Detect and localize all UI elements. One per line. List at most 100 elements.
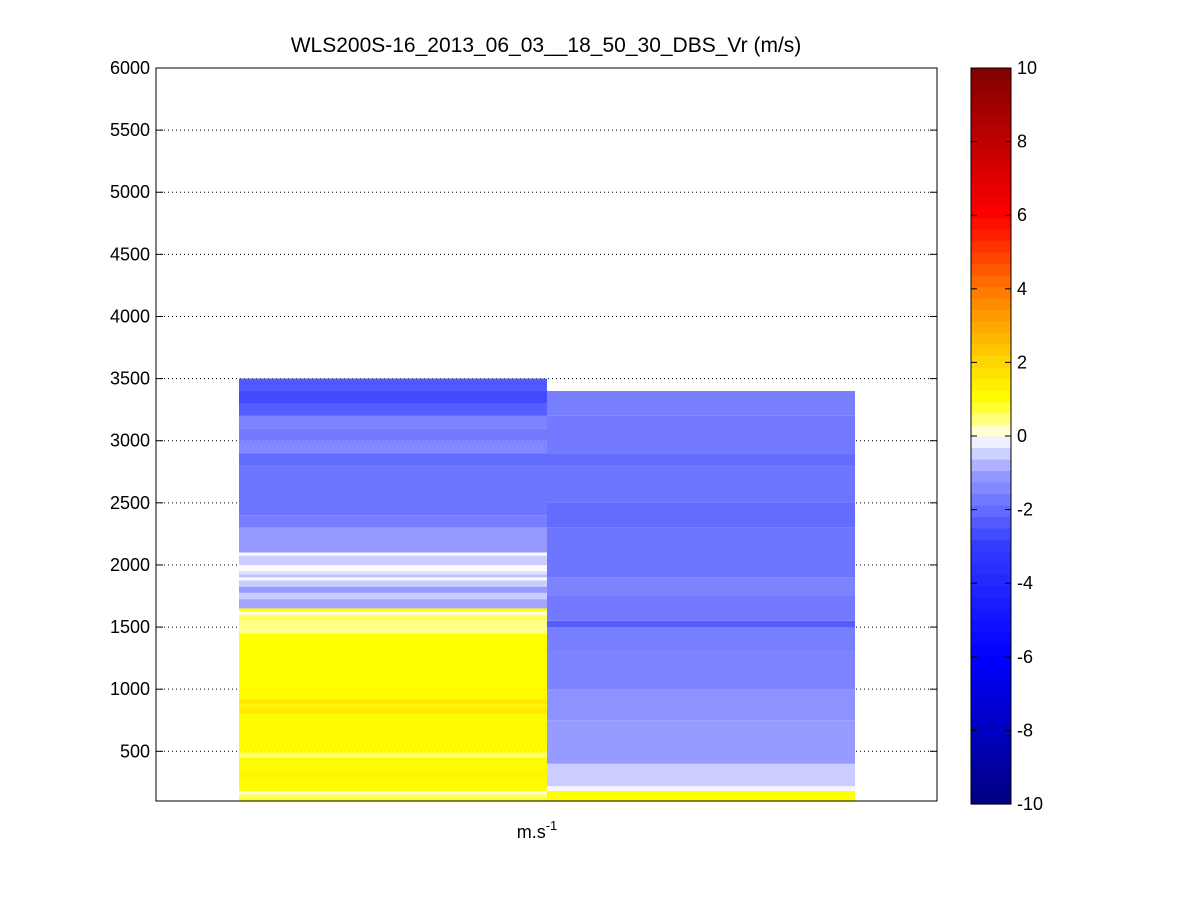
- heatmap-cell: [239, 515, 547, 528]
- colorbar-swatch: [971, 344, 1011, 357]
- heatmap-cell: [547, 689, 855, 721]
- heatmap-cell: [239, 704, 547, 708]
- heatmap-cell: [547, 627, 855, 652]
- heatmap-cell: [239, 793, 547, 798]
- heatmap-cell: [239, 611, 547, 615]
- colorbar: -10 -8 -6 -4 -2 0 2 4 6 8 10: [970, 58, 1043, 814]
- heatmap-cell: [239, 465, 547, 516]
- colorbar-swatch: [971, 171, 1011, 184]
- heatmap-cell: [547, 465, 855, 503]
- colorbar-swatch: [971, 240, 1011, 253]
- colorbar-tick-label: -6: [1017, 647, 1033, 667]
- colorbar-swatch: [971, 769, 1011, 782]
- colorbar-swatch: [971, 332, 1011, 345]
- colorbar-swatch: [971, 505, 1011, 518]
- colorbar-swatch: [971, 183, 1011, 196]
- heatmap-cell: [547, 453, 855, 466]
- y-tick-label: 1500: [110, 617, 150, 637]
- colorbar-swatch: [971, 263, 1011, 276]
- heatmap-cell: [239, 453, 547, 466]
- heatmap-cell: [547, 415, 855, 454]
- colorbar-swatch: [971, 631, 1011, 644]
- colorbar-swatch: [971, 160, 1011, 173]
- colorbar-swatch: [971, 735, 1011, 748]
- colorbar-swatch: [971, 355, 1011, 368]
- colorbar-swatch: [971, 79, 1011, 92]
- colorbar-swatch: [971, 114, 1011, 127]
- heatmap-cell: [239, 633, 547, 690]
- x-axis-label-superscript: -1: [546, 818, 558, 833]
- colorbar-swatch: [971, 309, 1011, 322]
- y-tick-label: 2000: [110, 555, 150, 575]
- heatmap-cell: [239, 791, 547, 794]
- heatmap-cell: [239, 754, 547, 758]
- colorbar-swatch: [971, 585, 1011, 598]
- colorbar-swatch: [971, 229, 1011, 242]
- colorbar-swatch: [971, 125, 1011, 138]
- heatmap-cell: [239, 699, 547, 705]
- colorbar-swatch: [971, 459, 1011, 472]
- colorbar-swatch: [971, 574, 1011, 587]
- colorbar-swatch: [971, 68, 1011, 81]
- y-tick-label: 500: [120, 741, 150, 761]
- heatmap-cell: [239, 586, 547, 593]
- colorbar-tick-label: 0: [1017, 426, 1027, 446]
- colorbar-swatch: [971, 551, 1011, 564]
- colorbar-swatch: [971, 321, 1011, 334]
- y-tick-label: 1000: [110, 679, 150, 699]
- y-tick-label: 3500: [110, 369, 150, 389]
- colorbar-tick-label: 10: [1017, 58, 1037, 78]
- colorbar-swatch: [971, 700, 1011, 713]
- colorbar-swatch: [971, 401, 1011, 414]
- colorbar-tick-label: -8: [1017, 720, 1033, 740]
- heatmap-cell: [239, 778, 547, 789]
- colorbar-swatch: [971, 482, 1011, 495]
- heatmap-cell: [239, 599, 547, 609]
- axes-box: [155, 67, 938, 802]
- heatmap-cell: [239, 757, 547, 770]
- colorbar-swatch: [971, 597, 1011, 610]
- colorbar-swatch: [971, 608, 1011, 621]
- colorbar-swatch: [971, 746, 1011, 759]
- colorbar-tick-label: 8: [1017, 132, 1027, 152]
- colorbar-swatch: [971, 367, 1011, 380]
- colorbar-swatch: [971, 148, 1011, 161]
- y-tick-label: 4000: [110, 306, 150, 326]
- heatmap-cell: [547, 502, 855, 528]
- heatmap-cell: [239, 751, 547, 755]
- colorbar-swatch: [971, 712, 1011, 725]
- chart-title: WLS200S-16_2013_06_03__18_50_30_DBS_Vr (…: [291, 34, 802, 57]
- colorbar-swatch: [971, 493, 1011, 506]
- colorbar-swatch: [971, 666, 1011, 679]
- colorbar-swatch: [971, 723, 1011, 736]
- colorbar-swatch: [971, 252, 1011, 265]
- heatmap-cell: [239, 769, 547, 779]
- heatmap-cell: [239, 564, 547, 572]
- colorbar-swatch: [971, 137, 1011, 150]
- colorbar-swatch: [971, 286, 1011, 299]
- colorbar-tick-label: 6: [1017, 205, 1027, 225]
- heatmap-cell: [239, 552, 547, 556]
- heatmap-cell: [239, 440, 547, 454]
- heatmap-cell: [239, 403, 547, 416]
- y-tick-label: 4500: [110, 244, 150, 264]
- colorbar-swatch: [971, 539, 1011, 552]
- colorbar-swatch: [971, 413, 1011, 426]
- colorbar-swatch: [971, 424, 1011, 437]
- x-axis-label: m.s-1: [517, 818, 558, 842]
- heatmap-cell: [239, 689, 547, 700]
- heatmap-cell: [547, 577, 855, 597]
- heatmap-cell: [547, 596, 855, 621]
- heatmap-cell: [239, 555, 547, 565]
- heatmap-cell: [239, 707, 547, 715]
- colorbar-swatch: [971, 102, 1011, 115]
- colorbar-tick-label: 4: [1017, 279, 1027, 299]
- colorbar-swatch: [971, 528, 1011, 541]
- colorbar-tick-label: -2: [1017, 500, 1033, 520]
- colorbar-swatch: [971, 447, 1011, 460]
- colorbar-swatch: [971, 206, 1011, 219]
- heatmap-cell: [239, 788, 547, 792]
- heatmap-cell: [547, 651, 855, 690]
